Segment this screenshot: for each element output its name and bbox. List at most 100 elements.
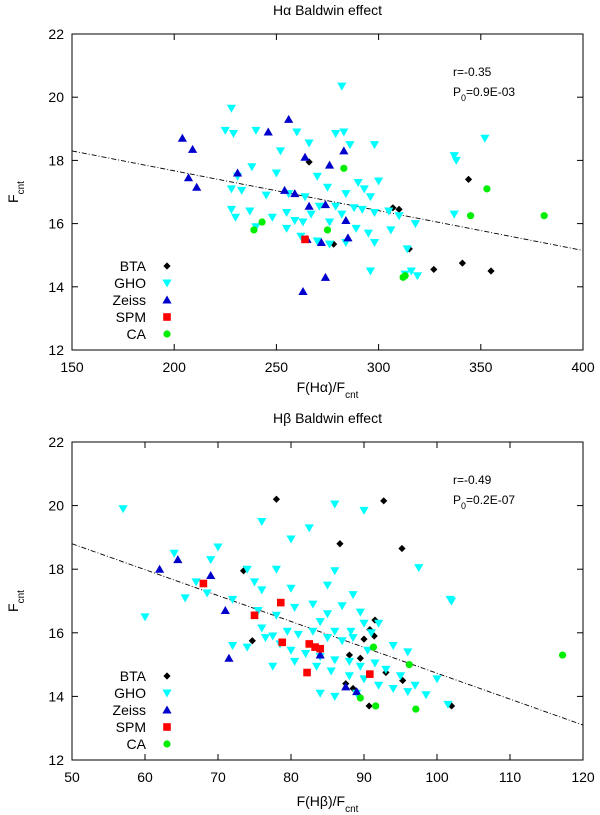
data-point-gho [341, 190, 351, 199]
probability-value: P0=0.9E-03 [453, 85, 515, 103]
data-point-gho [245, 207, 255, 216]
data-point-bta [248, 637, 256, 645]
plot-frame [71, 441, 584, 761]
series-ca [250, 164, 548, 281]
data-point-gho [304, 524, 314, 533]
probability-sub: 0 [461, 501, 466, 511]
data-point-spm [303, 668, 311, 677]
data-point-zeiss [298, 287, 308, 296]
legend-marker-bta [163, 672, 171, 680]
data-point-gho [370, 659, 380, 668]
data-point-gho [345, 141, 355, 150]
data-point-zeiss [320, 200, 331, 209]
x-tick-label: 350 [469, 359, 493, 375]
data-point-gho [237, 186, 247, 195]
chart-title: Hβ Baldwin effect [273, 410, 382, 426]
x-tick-label: 150 [60, 359, 84, 375]
data-point-gho [374, 177, 384, 186]
data-point-gho [349, 204, 359, 213]
data-point-zeiss [300, 152, 310, 161]
y-tick-label: 22 [48, 26, 64, 42]
legend-label: BTA [120, 668, 147, 684]
data-point-gho [365, 193, 376, 202]
x-axis-label-main: F(Hα)/F [297, 379, 346, 395]
chart-title: Hα Baldwin effect [273, 2, 382, 18]
y-axis-label-sub: cnt [16, 181, 27, 195]
data-point-zeiss [339, 146, 349, 155]
y-axis-label-sub: cnt [16, 590, 27, 604]
data-point-gho [312, 237, 322, 246]
data-point-bta [430, 265, 438, 274]
data-point-gho [355, 662, 365, 671]
data-point-gho [344, 672, 354, 681]
data-point-gho [330, 692, 340, 701]
data-point-gho [432, 675, 442, 684]
legend-label: BTA [120, 258, 147, 274]
legend-label: SPM [116, 309, 146, 325]
data-point-gho [339, 128, 349, 137]
data-point-gho [414, 564, 424, 573]
data-point-ca [372, 702, 380, 710]
data-point-gho [322, 183, 333, 192]
data-point-gho [260, 634, 271, 643]
x-tick-label: 300 [367, 359, 391, 375]
data-point-bta [398, 544, 406, 553]
data-point-zeiss [224, 653, 234, 662]
data-point-gho [330, 500, 340, 509]
data-point-zeiss [290, 189, 300, 198]
y-axis-label: Fcnt [5, 181, 27, 203]
data-point-gho [314, 202, 324, 211]
data-point-gho [353, 179, 363, 188]
data-point-gho [359, 506, 369, 515]
data-point-gho [271, 565, 281, 574]
data-point-gho [369, 209, 380, 218]
y-axis-label-main: F [5, 603, 21, 612]
data-point-gho [253, 607, 263, 616]
legend-label: CA [127, 736, 147, 752]
data-point-ca [483, 185, 491, 193]
data-point-gho [359, 619, 369, 628]
data-point-zeiss [206, 571, 216, 580]
data-point-gho [359, 185, 369, 194]
x-tick-label: 400 [571, 359, 595, 375]
legend-label: GHO [114, 275, 146, 291]
data-point-gho [324, 218, 335, 227]
data-point-gho [257, 624, 267, 633]
data-point-gho [275, 147, 286, 156]
data-point-ca [540, 212, 548, 220]
data-point-gho [369, 239, 380, 248]
data-point-gho [169, 549, 179, 558]
series-spm [301, 235, 309, 244]
data-point-ca [258, 218, 266, 226]
data-point-zeiss [324, 160, 335, 169]
legend-marker-zeiss [162, 295, 172, 304]
data-point-gho [410, 220, 420, 229]
data-point-gho [344, 657, 354, 666]
data-point-gho [403, 648, 413, 657]
data-point-ca [466, 212, 475, 220]
x-axis-label: F(Hα)/Fcnt [297, 379, 359, 401]
data-point-gho [296, 232, 306, 241]
series-zeiss [155, 555, 362, 696]
data-point-gho [386, 226, 396, 235]
x-tick-label: 200 [163, 359, 187, 375]
data-point-spm [278, 638, 287, 647]
data-point-gho [226, 205, 237, 214]
data-point-gho [330, 567, 340, 576]
data-point-gho [315, 618, 325, 627]
data-point-gho [355, 608, 365, 617]
data-point-ca [369, 643, 378, 651]
data-point-gho [412, 272, 423, 281]
y-tick-label: 14 [48, 688, 64, 704]
data-point-bta [370, 632, 378, 640]
data-point-gho [449, 152, 459, 161]
data-point-gho [286, 584, 296, 593]
data-point-bta [464, 175, 473, 183]
data-point-zeiss [315, 650, 325, 659]
y-tick-label: 20 [48, 89, 64, 105]
probability-value: P0=0.2E-07 [453, 493, 515, 511]
y-tick-label: 12 [48, 342, 64, 358]
data-point-zeiss [352, 687, 362, 696]
correlation-coefficient: r=-0.49 [453, 473, 492, 487]
data-point-gho [374, 619, 384, 628]
